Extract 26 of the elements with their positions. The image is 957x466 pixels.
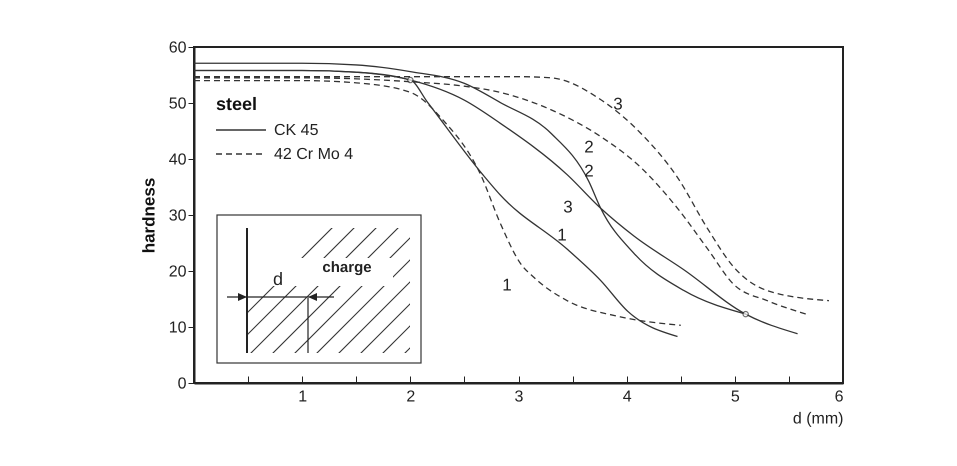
annotation: 3 [613, 94, 623, 114]
x-tick-label: 6 [834, 388, 844, 406]
y-tick-label: 0 [178, 376, 187, 392]
y-tick-label: 50 [168, 96, 187, 112]
legend-label: 42 Cr Mo 4 [274, 146, 354, 163]
annotation: 1 [557, 225, 567, 244]
x-tick-label: 1 [298, 388, 308, 406]
legend-title: steel [216, 94, 258, 114]
annotation: charge [322, 258, 372, 276]
legend-label: CK 45 [274, 122, 319, 139]
annotation: 2 [584, 137, 594, 156]
y-tick-label: 20 [168, 264, 187, 280]
x-tick-label: 2 [406, 388, 416, 406]
x-tick-label: 4 [622, 388, 632, 406]
annotation: d [272, 268, 284, 289]
x-axis-title: d (mm) [792, 410, 844, 428]
y-tick-label: 10 [168, 320, 187, 336]
x-tick-label: 3 [514, 388, 524, 406]
annotation: 3 [563, 197, 573, 216]
y-tick-label: 60 [168, 40, 187, 56]
y-tick-label: 40 [168, 152, 187, 168]
annotation: 1 [502, 275, 512, 294]
x-tick-label: 5 [730, 388, 740, 406]
y-tick-label: 30 [168, 208, 187, 224]
y-axis-title: hardness [140, 178, 159, 254]
annotation: 2 [584, 161, 594, 180]
